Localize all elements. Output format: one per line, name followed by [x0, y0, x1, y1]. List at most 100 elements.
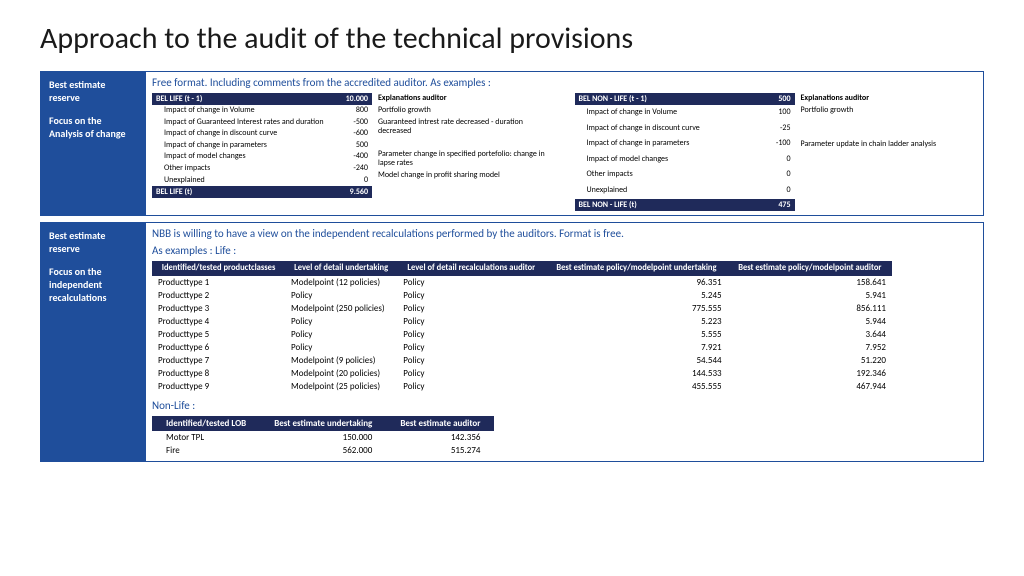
- change-row: Other impacts-240: [152, 163, 372, 175]
- col-header: Best estimate policy/modelpoint auditor: [728, 261, 892, 276]
- table-cell: 5.555: [545, 328, 727, 341]
- table-cell: Producttype 2: [152, 289, 285, 302]
- explanation-row: Model change in profit sharing model: [378, 170, 555, 182]
- change-value: 100: [751, 108, 791, 118]
- col-header: Best estimate auditor: [386, 416, 494, 431]
- change-label: Impact of change in parameters: [164, 141, 328, 151]
- table-cell: 3.644: [728, 328, 892, 341]
- nonlife-header-val: 500: [741, 94, 791, 104]
- table-cell: Producttype 6: [152, 341, 285, 354]
- change-value: -400: [328, 152, 368, 162]
- change-row: Other impacts0: [575, 167, 795, 183]
- table-cell: Modelpoint (12 policies): [285, 276, 397, 289]
- life-footer-label: BEL LIFE (t): [156, 187, 318, 197]
- life-header-row: BEL LIFE (t - 1) 10.000: [152, 93, 372, 105]
- table-cell: Policy: [397, 276, 545, 289]
- explanation-row: Parameter update in chain ladder analysi…: [801, 139, 978, 156]
- table-cell: Producttype 3: [152, 302, 285, 315]
- change-row: Impact of change in discount curve-25: [575, 121, 795, 137]
- explanation-row: [801, 190, 978, 207]
- table-cell: Motor TPL: [152, 431, 260, 444]
- change-value: -100: [751, 139, 791, 149]
- life-header-label: BEL LIFE (t - 1): [156, 94, 318, 104]
- change-row: Impact of change in discount curve-600: [152, 128, 372, 140]
- change-label: Impact of model changes: [164, 152, 328, 162]
- sidebar-heading: Best estimate reserve: [49, 78, 138, 104]
- table-cell: Producttype 8: [152, 367, 285, 380]
- col-header: Identified/tested LOB: [152, 416, 260, 431]
- change-value: -500: [328, 118, 368, 128]
- table-row: Producttype 7Modelpoint (9 policies)Poli…: [152, 354, 892, 367]
- sidebar-sub: Focus on the: [49, 114, 138, 127]
- table-cell: 192.346: [728, 367, 892, 380]
- explanation-row: [801, 173, 978, 190]
- change-value: 0: [328, 176, 368, 186]
- change-value: 0: [751, 170, 791, 180]
- col-header: Identified/tested productclasses: [152, 261, 285, 276]
- table-cell: 158.641: [728, 276, 892, 289]
- table-row: Producttype 5PolicyPolicy5.5553.644: [152, 328, 892, 341]
- sidebar-sub: independent: [49, 278, 138, 291]
- nonlife-block: BEL NON - LIFE (t - 1) 500 Impact of cha…: [575, 93, 978, 211]
- change-value: -25: [751, 124, 791, 134]
- table-cell: Modelpoint (250 policies): [285, 302, 397, 315]
- explanation-row: [801, 122, 978, 139]
- explanation-row: [378, 193, 555, 204]
- page-title: Approach to the audit of the technical p…: [40, 20, 984, 57]
- table-cell: Policy: [285, 289, 397, 302]
- table-cell: 54.544: [545, 354, 727, 367]
- col-header: Level of detail recalculations auditor: [397, 261, 545, 276]
- panel-recalculations: Best estimate reserve Focus on the indep…: [40, 222, 984, 462]
- change-value: 500: [328, 141, 368, 151]
- table-row: Fire562.000515.274: [152, 444, 494, 457]
- nonlife-footer-label: BEL NON - LIFE (t): [579, 200, 741, 210]
- change-row: Impact of change in parameters500: [152, 140, 372, 152]
- panel2-intro2: As examples : Life :: [152, 244, 977, 257]
- table-cell: Policy: [397, 289, 545, 302]
- table-row: Producttype 8Modelpoint (20 policies)Pol…: [152, 367, 892, 380]
- col-header: Best estimate policy/modelpoint undertak…: [545, 261, 727, 276]
- table-cell: 775.555: [545, 302, 727, 315]
- explanation-row: Portfolio growth: [378, 105, 555, 117]
- table-cell: Producttype 4: [152, 315, 285, 328]
- change-row: Impact of model changes-400: [152, 151, 372, 163]
- table-cell: 142.356: [386, 431, 494, 444]
- change-row: Impact of change in Volume800: [152, 105, 372, 117]
- explanation-row: [801, 156, 978, 173]
- table-cell: 7.952: [728, 341, 892, 354]
- change-label: Impact of change in Volume: [587, 108, 751, 118]
- table-cell: Policy: [397, 354, 545, 367]
- life-header-val: 10.000: [318, 94, 368, 104]
- life-recalc-table: Identified/tested productclasses Level of…: [152, 261, 892, 393]
- table-cell: 455.555: [545, 380, 727, 393]
- table-cell: 562.000: [260, 444, 386, 457]
- change-row: Impact of Guaranteed Interest rates and …: [152, 117, 372, 129]
- sidebar-sub: recalculations: [49, 291, 138, 304]
- nonlife-recalc-table: Identified/tested LOBBest estimate under…: [152, 416, 494, 457]
- nonlife-expl-header: Explanations auditor: [801, 93, 978, 103]
- sidebar-recalc: Best estimate reserve Focus on the indep…: [41, 223, 146, 461]
- change-label: Impact of change in discount curve: [587, 124, 751, 134]
- change-value: -600: [328, 129, 368, 139]
- table-cell: Policy: [285, 328, 397, 341]
- table-row: Producttype 3Modelpoint (250 policies)Po…: [152, 302, 892, 315]
- table-row: Producttype 2PolicyPolicy5.2455.941: [152, 289, 892, 302]
- explanation-row: [378, 138, 555, 149]
- table-row: Producttype 6PolicyPolicy7.9217.952: [152, 341, 892, 354]
- col-header: Best estimate undertaking: [260, 416, 386, 431]
- change-label: Impact of Guaranteed Interest rates and …: [164, 118, 328, 128]
- table-cell: Modelpoint (25 policies): [285, 380, 397, 393]
- change-label: Unexplained: [587, 186, 751, 196]
- change-value: 0: [751, 186, 791, 196]
- table-row: Producttype 1Modelpoint (12 policies)Pol…: [152, 276, 892, 289]
- table-cell: 5.944: [728, 315, 892, 328]
- change-label: Impact of change in discount curve: [164, 129, 328, 139]
- change-value: -240: [328, 164, 368, 174]
- change-label: Impact of change in parameters: [587, 139, 751, 149]
- panel-intro: Free format. Including comments from the…: [152, 76, 977, 89]
- table-cell: 515.274: [386, 444, 494, 457]
- table-cell: 467.944: [728, 380, 892, 393]
- table-cell: Policy: [397, 328, 545, 341]
- change-value: 800: [328, 106, 368, 116]
- change-label: Other impacts: [164, 164, 328, 174]
